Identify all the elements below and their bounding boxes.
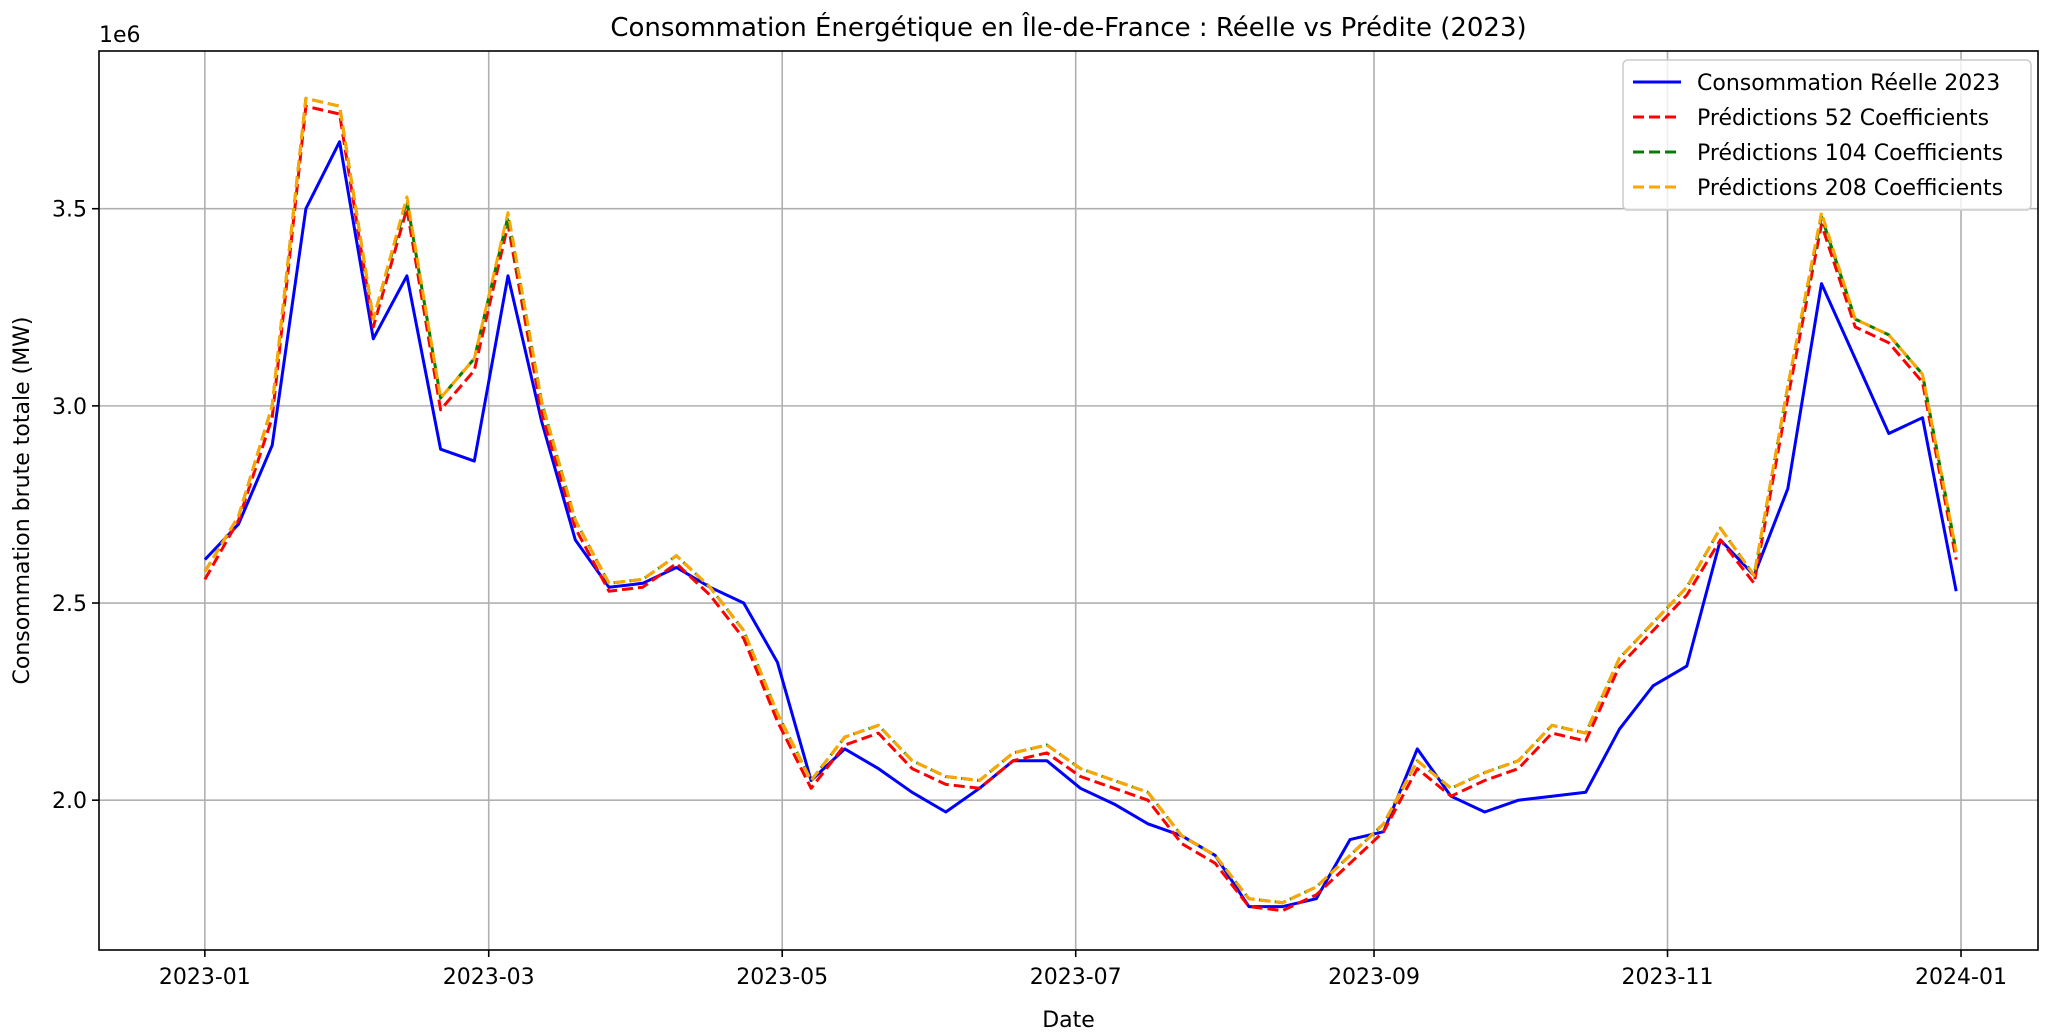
legend: Consommation Réelle 2023 Prédictions 52 C…	[1622, 59, 2032, 211]
y-tick-label: 3.5	[52, 198, 87, 223]
chart-title: Consommation Énergétique en Île-de-Franc…	[610, 11, 1526, 43]
legend-label-2: Prédictions 52 Coefficients	[1697, 106, 1989, 131]
legend-label-4: Prédictions 208 Coefficients	[1697, 176, 2003, 201]
series-line-2	[203, 104, 1958, 913]
y-tick-label: 2.5	[52, 592, 87, 617]
y-offset-text: 1e6	[99, 23, 141, 48]
series-line-1	[203, 140, 1958, 909]
x-tick-label: 2024-01	[1915, 965, 2007, 990]
legend-label-1: Consommation Réelle 2023	[1697, 71, 2000, 96]
x-tick-label: 2023-03	[443, 965, 535, 990]
x-tick-label: 2023-05	[736, 965, 828, 990]
x-tick-label: 2023-07	[1030, 965, 1122, 990]
legend-box	[1622, 59, 2032, 211]
axis-ticks: 2023-01 2023-03 2023-05 2023-07 2023-09 2023-…	[52, 198, 2007, 990]
plot-frame	[98, 50, 2039, 951]
x-tick-label: 2023-09	[1328, 965, 1420, 990]
x-axis-label: Date	[1042, 1008, 1095, 1033]
legend-label-3: Prédictions 104 Coefficients	[1697, 141, 2003, 166]
y-tick-label: 2.0	[52, 789, 87, 814]
x-tick-label: 2023-01	[159, 965, 251, 990]
x-tick-label: 2023-11	[1622, 965, 1714, 990]
y-axis-label: Consommation brute totale (MW)	[10, 316, 35, 684]
y-tick-label: 3.0	[52, 395, 87, 420]
series-group	[203, 96, 1958, 913]
series-line-4	[203, 96, 1958, 905]
